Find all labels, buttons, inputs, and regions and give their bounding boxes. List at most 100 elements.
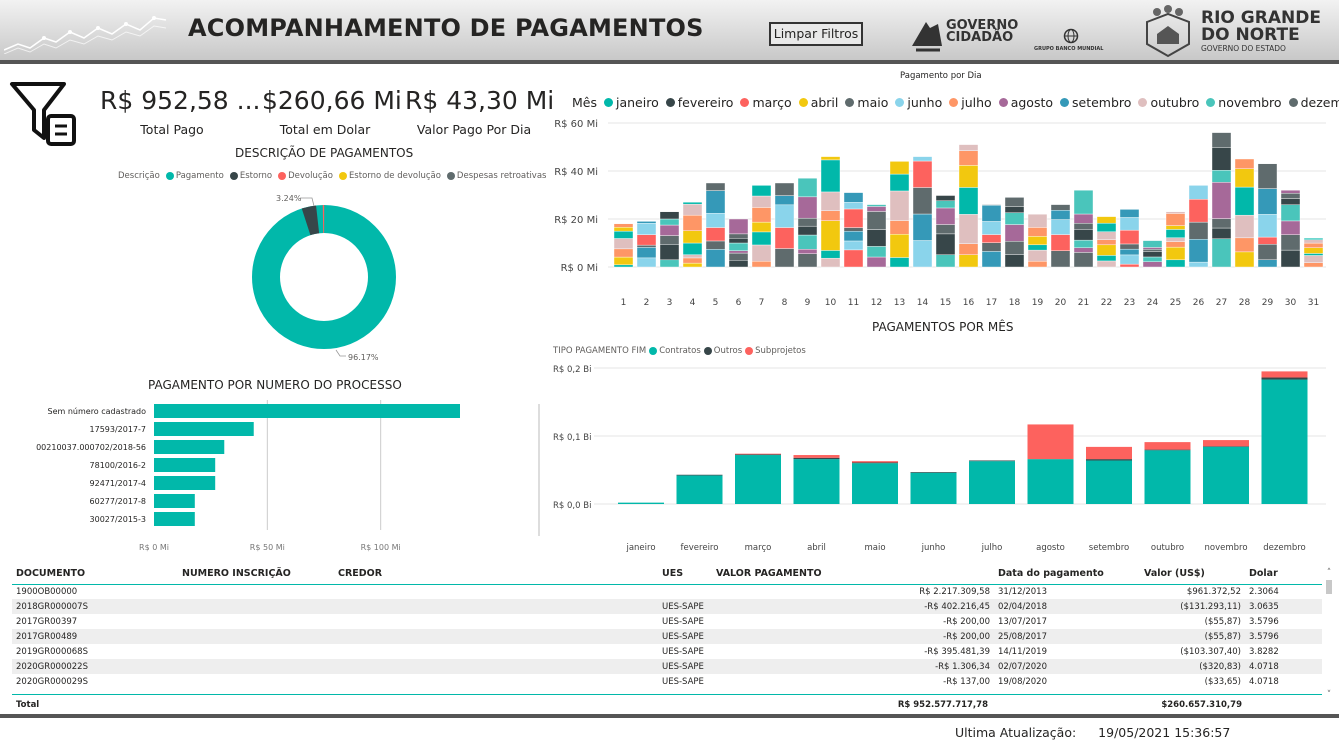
scrollbar-track[interactable] [538, 404, 540, 536]
legend-item[interactable]: janeiro [616, 95, 659, 110]
legend-item[interactable]: Contratos [659, 346, 701, 356]
bar-segment[interactable] [1203, 446, 1249, 447]
col-numero-inscricao[interactable]: NUMERO INSCRIÇÃO [178, 564, 334, 585]
table-row[interactable]: 2020GR000029S UES-SAPE -R$ 137,00 19/08/202… [12, 674, 1322, 689]
bar-segment[interactable] [866, 206, 887, 212]
bar-segment[interactable] [728, 250, 749, 254]
bar-segment[interactable] [866, 204, 887, 207]
bar-segment[interactable] [682, 242, 703, 255]
bar-segment[interactable] [958, 144, 979, 151]
legend-item[interactable]: Despesas retroativas [456, 171, 547, 181]
bar-segment[interactable] [793, 457, 840, 460]
bar[interactable] [154, 512, 195, 526]
bar-segment[interactable] [705, 182, 726, 191]
bar-segment[interactable] [1073, 189, 1094, 215]
bar-segment[interactable] [1303, 262, 1324, 268]
bar-segment[interactable] [1234, 237, 1255, 253]
bar-segment[interactable] [797, 177, 818, 198]
bar-segment[interactable] [866, 211, 887, 230]
legend-item[interactable]: Devolução [288, 171, 333, 181]
bar-segment[interactable] [659, 235, 680, 245]
bar-segment[interactable] [958, 165, 979, 188]
bar-segment[interactable] [1142, 256, 1163, 262]
bar-segment[interactable] [1303, 242, 1324, 248]
bar-segment[interactable] [1144, 449, 1191, 451]
bar-segment[interactable] [797, 249, 818, 254]
bar-segment[interactable] [751, 185, 772, 197]
daily-stacked-chart[interactable]: R$ 0 MiR$ 20 MiR$ 40 MiR$ 60 Mi1 2 3 4 5 6 7 8 9… [548, 112, 1332, 312]
bar-segment[interactable] [1027, 459, 1074, 504]
bar-segment[interactable] [1280, 198, 1301, 205]
bar-segment[interactable] [1142, 240, 1163, 248]
legend-item[interactable]: Pagamento [175, 171, 224, 181]
bar-segment[interactable] [820, 191, 841, 211]
bar-segment[interactable] [1004, 224, 1025, 242]
bar-segment[interactable] [613, 264, 634, 268]
bar-segment[interactable] [910, 472, 957, 504]
bar-segment[interactable] [659, 259, 680, 268]
monthly-stacked-chart[interactable]: R$ 0,0 Bi R$ 0,1 Bi R$ 0,2 Bi janeiro fevere… [548, 360, 1332, 556]
bar-segment[interactable] [1211, 170, 1232, 183]
bar-segment[interactable] [676, 475, 723, 504]
bar-segment[interactable] [1261, 379, 1308, 504]
bar-segment[interactable] [1050, 234, 1071, 251]
legend-item[interactable]: novembro [1218, 95, 1282, 110]
bar-segment[interactable] [797, 217, 818, 227]
bar-segment[interactable] [797, 234, 818, 250]
bar-segment[interactable] [705, 190, 726, 214]
bar-segment[interactable] [1165, 225, 1186, 230]
bar-segment[interactable] [1234, 186, 1255, 216]
bar-segment[interactable] [705, 240, 726, 250]
bar-segment[interactable] [843, 249, 864, 268]
bar-segment[interactable] [659, 244, 680, 261]
filter-icon[interactable] [8, 80, 78, 148]
bar-segment[interactable] [774, 227, 795, 249]
bar-segment[interactable] [1165, 229, 1186, 238]
bar-segment[interactable] [1303, 255, 1324, 263]
bar-segment[interactable] [1073, 213, 1094, 224]
legend-item[interactable]: fevereiro [677, 95, 734, 110]
bar-segment[interactable] [659, 211, 680, 220]
bar-segment[interactable] [969, 460, 1015, 462]
bar-segment[interactable] [682, 262, 703, 268]
bar-segment[interactable] [1004, 241, 1025, 255]
bar-segment[interactable] [774, 195, 795, 206]
legend-item[interactable]: Subprojetos [755, 346, 806, 356]
bar-segment[interactable] [613, 230, 634, 239]
bar-segment[interactable] [981, 204, 1002, 206]
bar-segment[interactable] [1280, 220, 1301, 235]
bar-segment[interactable] [735, 455, 781, 504]
bar-segment[interactable] [705, 213, 726, 228]
bar-segment[interactable] [889, 257, 910, 268]
bar-segment[interactable] [1027, 249, 1048, 262]
bar-segment[interactable] [820, 250, 841, 259]
bar-segment[interactable] [1257, 259, 1278, 268]
bar-segment[interactable] [1165, 241, 1186, 248]
bar-segment[interactable] [728, 237, 749, 244]
bar-segment[interactable] [613, 248, 634, 258]
bar-segment[interactable] [935, 224, 956, 235]
col-data-pagamento[interactable]: Data do pagamento [994, 564, 1140, 585]
bar-segment[interactable] [636, 247, 657, 259]
bar-segment[interactable] [1280, 234, 1301, 251]
bar-segment[interactable] [1280, 189, 1301, 194]
bar-segment[interactable] [1050, 219, 1071, 235]
bar-segment[interactable] [1050, 204, 1071, 211]
bar-segment[interactable] [636, 223, 657, 235]
bar-segment[interactable] [1257, 214, 1278, 238]
bar-segment[interactable] [935, 194, 956, 196]
bar-segment[interactable] [751, 221, 772, 233]
bar-segment[interactable] [935, 254, 956, 268]
bar-segment[interactable] [1142, 251, 1163, 258]
bar-segment[interactable] [981, 234, 1002, 243]
bar-segment[interactable] [682, 214, 703, 231]
bar-segment[interactable] [1257, 244, 1278, 260]
bar-segment[interactable] [659, 224, 680, 236]
scroll-up-icon[interactable]: ˄ [1326, 568, 1332, 578]
bar-segment[interactable] [1188, 261, 1209, 268]
bar-segment[interactable] [793, 459, 840, 504]
bar[interactable] [154, 404, 460, 418]
bar-segment[interactable] [1086, 446, 1132, 460]
bar-segment[interactable] [1096, 260, 1117, 268]
bar[interactable] [154, 494, 195, 508]
